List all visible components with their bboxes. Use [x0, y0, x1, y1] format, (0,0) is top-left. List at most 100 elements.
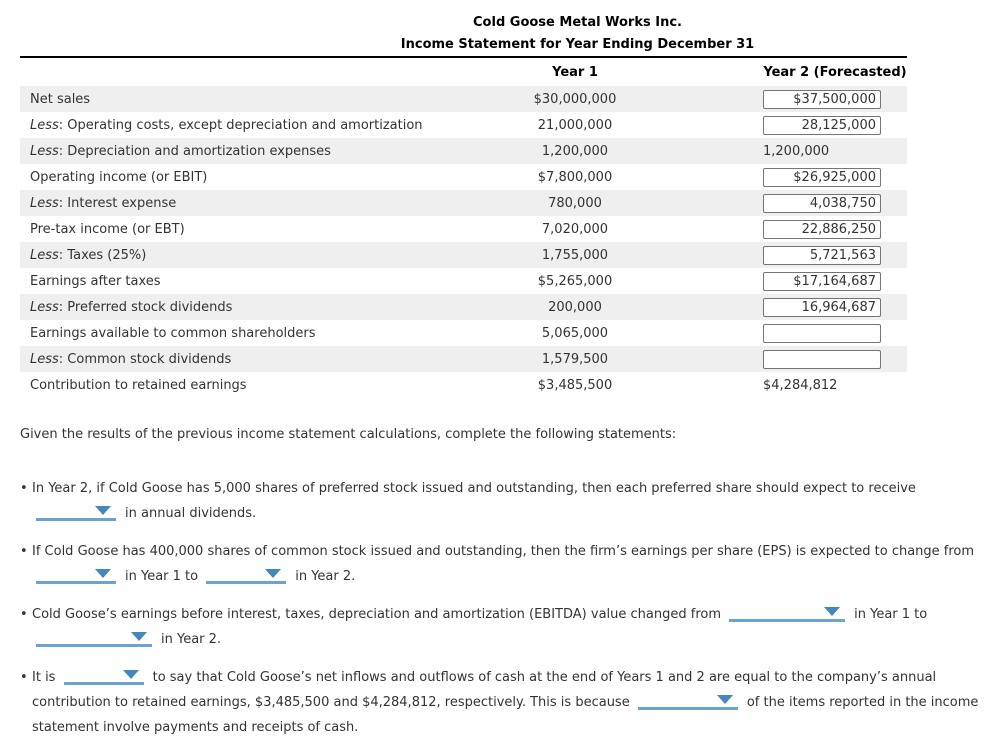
statement-line: in Year 1 to in Year 2. — [32, 564, 995, 589]
row-label: Less: Depreciation and amortization expe… — [30, 143, 331, 159]
table-row: Contribution to retained earnings $3,485,… — [20, 372, 907, 398]
year2-input[interactable] — [763, 219, 881, 239]
statement-text: of the items reported in the income — [746, 695, 979, 710]
triangle-down-icon — [824, 607, 841, 616]
year2-cell — [700, 193, 907, 213]
statement-text: If Cold Goose has 400,000 shares of comm… — [32, 544, 975, 559]
ebitda-year1-dropdown[interactable] — [729, 606, 846, 622]
less-prefix: Less — [30, 195, 59, 211]
row-label: Earnings available to common shareholder… — [30, 325, 316, 341]
year2-input[interactable] — [763, 193, 881, 213]
year1-value: 1,579,500 — [541, 351, 609, 367]
statement-text: in Year 1 to — [125, 569, 199, 584]
triangle-down-icon — [122, 670, 139, 679]
table-row: Less: Taxes (25%) 1,755,000 — [20, 242, 907, 268]
table-row: Less: Interest expense 780,000 — [20, 190, 907, 216]
year2-cell: 1,200,000 — [700, 144, 907, 159]
table-row: Less: Operating costs, except depreciati… — [20, 112, 907, 138]
bullet-icon: • — [20, 481, 28, 496]
table-row: Pre-tax income (or EBT) 7,020,000 — [20, 216, 907, 242]
year1-value: 1,200,000 — [541, 143, 609, 159]
because-dropdown[interactable] — [637, 694, 738, 710]
year2-value: 1,200,000 — [763, 143, 830, 159]
eps-year2-dropdown[interactable] — [206, 568, 287, 584]
year1-value: 1,755,000 — [541, 247, 609, 263]
table-body: Net sales $30,000,000 Less: Operating cost… — [20, 86, 907, 398]
row-label: Less: Preferred stock dividends — [30, 299, 233, 315]
year2-cell — [700, 245, 907, 265]
year2-input[interactable] — [763, 115, 881, 135]
table-row: Less: Preferred stock dividends 200,000 — [20, 294, 907, 320]
statement-titles: Cold Goose Metal Works Inc. Income State… — [0, 0, 1001, 56]
statement-text: in Year 1 to — [854, 607, 928, 622]
year1-value: 21,000,000 — [537, 117, 613, 133]
row-label: Less: Operating costs, except depreciati… — [30, 117, 423, 133]
company-name: Cold Goose Metal Works Inc. — [473, 15, 682, 30]
less-prefix: Less — [30, 247, 59, 263]
bullet-icon: • — [20, 607, 28, 622]
year2-column-header: Year 2 (Forecasted) — [763, 64, 907, 80]
year2-input[interactable] — [763, 89, 881, 109]
statement-bullet: • If Cold Goose has 400,000 shares of com… — [20, 539, 995, 589]
triangle-down-icon — [716, 695, 733, 704]
table-header-row: Year 1 Year 2 (Forecasted) — [20, 58, 907, 86]
income-statement-table: Year 1 Year 2 (Forecasted) Net sales $30,… — [20, 56, 907, 398]
row-label: Net sales — [30, 91, 91, 107]
year2-input[interactable] — [763, 167, 881, 187]
statement-bullet: • In Year 2, if Cold Goose has 5,000 shar… — [20, 476, 995, 526]
statement-text: in Year 2. — [295, 569, 356, 584]
year2-cell — [700, 349, 907, 369]
statement-bullet: • Cold Goose’s earnings before interest, … — [20, 602, 995, 652]
year2-value: $4,284,812 — [763, 377, 838, 393]
statement-line: in annual dividends. — [32, 501, 995, 526]
ebitda-year2-dropdown[interactable] — [36, 631, 152, 647]
accuracy-dropdown[interactable] — [63, 669, 144, 685]
eps-year1-dropdown[interactable] — [36, 568, 116, 584]
table-row: Earnings available to common shareholder… — [20, 320, 907, 346]
year2-cell — [700, 271, 907, 291]
year1-value: 5,065,000 — [541, 325, 609, 341]
year2-cell — [700, 219, 907, 239]
year1-value: $7,800,000 — [537, 169, 613, 185]
less-prefix: Less — [30, 117, 59, 133]
row-label: Less: Taxes (25%) — [30, 247, 147, 263]
statement-line: Cold Goose’s earnings before interest, t… — [32, 602, 995, 627]
year1-value: 780,000 — [548, 195, 602, 211]
year1-value: $5,265,000 — [537, 273, 613, 289]
less-prefix: Less — [30, 143, 59, 159]
row-label: Operating income (or EBIT) — [30, 169, 208, 185]
statement-text: Cold Goose’s earnings before interest, t… — [32, 607, 721, 622]
bullets-list: • In Year 2, if Cold Goose has 5,000 shar… — [20, 476, 995, 740]
statement-title: Income Statement for Year Ending Decembe… — [400, 37, 755, 52]
table-row: Earnings after taxes $5,265,000 — [20, 268, 907, 294]
statement-text: statement involve payments and receipts … — [32, 720, 359, 735]
year2-cell — [700, 115, 907, 135]
year2-input[interactable] — [763, 297, 881, 317]
statement-text: It is — [32, 670, 56, 685]
annual-dividends-dropdown[interactable] — [36, 505, 116, 521]
triangle-down-icon — [131, 632, 147, 641]
year2-input[interactable] — [763, 323, 881, 343]
statement-text: in annual dividends. — [125, 506, 257, 521]
year1-column-header: Year 1 — [552, 64, 598, 80]
year1-value: 200,000 — [548, 299, 602, 315]
year2-cell — [700, 297, 907, 317]
statement-text: In Year 2, if Cold Goose has 5,000 share… — [32, 481, 916, 496]
statement-text: contribution to retained earnings, $3,48… — [32, 695, 630, 710]
table-row: Less: Depreciation and amortization expe… — [20, 138, 907, 164]
year2-input[interactable] — [763, 245, 881, 265]
bullet-icon: • — [20, 544, 28, 559]
statement-text: to say that Cold Goose’s net inflows and… — [152, 670, 937, 685]
less-prefix: Less — [30, 299, 59, 315]
year1-value: $3,485,500 — [537, 377, 613, 393]
statement-line: in Year 2. — [32, 627, 995, 652]
table-row: Less: Common stock dividends 1,579,500 — [20, 346, 907, 372]
year2-cell — [700, 323, 907, 343]
table-row: Net sales $30,000,000 — [20, 86, 907, 112]
year2-input[interactable] — [763, 271, 881, 291]
triangle-down-icon — [95, 506, 111, 515]
row-label: Pre-tax income (or EBT) — [30, 221, 185, 237]
questions-section: Given the results of the previous income… — [20, 426, 995, 740]
year2-input[interactable] — [763, 349, 881, 369]
table-row: Operating income (or EBIT) $7,800,000 — [20, 164, 907, 190]
